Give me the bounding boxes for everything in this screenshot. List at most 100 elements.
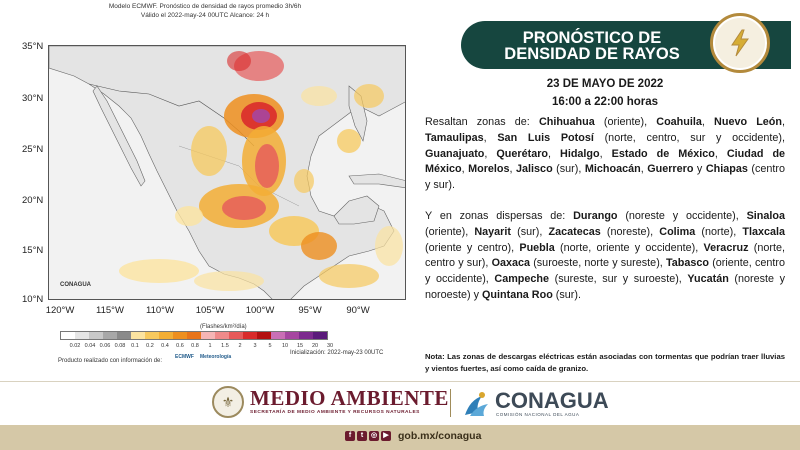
para1-state: Coahuila xyxy=(656,116,702,128)
meteorologia-logo: Meteorología xyxy=(200,354,232,360)
lon-label-115: 115°W xyxy=(96,305,124,316)
legend-swatch xyxy=(299,332,313,339)
legend-swatch xyxy=(271,332,285,339)
initialization-time: Inicialización: 2022-may-23 00UTC xyxy=(290,350,384,356)
lon-label-90: 90°W xyxy=(346,305,370,316)
header-title-line1: PRONÓSTICO DE xyxy=(522,29,662,47)
para1-text: , xyxy=(782,116,786,128)
legend-tick: 1 xyxy=(208,343,212,349)
para1-text: , xyxy=(548,147,561,160)
para2-text: (sureste, sur y suroeste), xyxy=(549,273,688,286)
ecmwf-logo: ECMWF xyxy=(175,354,194,360)
paragraph-dispersed-zones: Y en zonas dispersas de: Durango (norest… xyxy=(425,209,785,304)
legend-tick: 10 xyxy=(281,343,289,349)
para2-text: (oriente y centro), xyxy=(425,241,520,254)
lightning-badge xyxy=(710,13,770,73)
para2-state: Puebla xyxy=(519,241,555,254)
youtube-icon[interactable]: ▶ xyxy=(381,431,391,441)
para2-state: Sinaloa xyxy=(746,210,785,222)
map-watermark: CONAGUA xyxy=(60,282,91,288)
facebook-icon[interactable]: f xyxy=(345,431,355,441)
para2-text: (norte, oriente y occidente), xyxy=(554,241,704,254)
lat-label-20: 20°N xyxy=(22,195,44,206)
para1-text: Resaltan zonas de: xyxy=(425,116,539,128)
legend-tick: 30 xyxy=(326,343,334,349)
para2-state: Yucatán xyxy=(687,273,729,286)
medio-ambiente-title: MEDIO AMBIENTE xyxy=(250,386,449,410)
para1-state: Chiapas xyxy=(705,163,748,176)
conagua-subtitle: COMISIÓN NACIONAL DEL AGUA xyxy=(496,412,580,417)
para2-text: (noreste y occidente), xyxy=(617,210,747,222)
gob-link[interactable]: gob.mx/conagua xyxy=(398,430,482,442)
conagua-title: CONAGUA xyxy=(495,388,609,413)
para1-text: y xyxy=(693,163,706,176)
footer-band xyxy=(0,381,800,425)
lat-label-30: 30°N xyxy=(22,93,44,104)
para1-text: , xyxy=(640,163,648,176)
legend-swatch xyxy=(313,332,327,339)
legend-tick: 3 xyxy=(253,343,257,349)
para2-state: Veracruz xyxy=(703,241,749,254)
para2-text: (oriente, centro y occidente), xyxy=(425,257,785,286)
para1-state: Estado de México xyxy=(611,147,715,160)
map-panel: Modelo ECMWF. Pronóstico de densidad de … xyxy=(0,0,410,370)
para1-state: San Luis Potosí xyxy=(497,131,594,144)
legend-swatch xyxy=(243,332,257,339)
legend-swatch xyxy=(285,332,299,339)
legend-tick: 20 xyxy=(311,343,319,349)
para1-state: Michoacán xyxy=(584,163,641,176)
para1-state: Morelos xyxy=(468,163,510,176)
para1-state: Nuevo León xyxy=(714,116,783,128)
forecast-date: 23 DE MAYO DE 2022 xyxy=(546,78,664,90)
medio-ambiente-subtitle: SECRETARÍA DE MEDIO AMBIENTE Y RECURSOS … xyxy=(250,410,420,415)
para2-state: Colima xyxy=(659,225,696,238)
legend-tick: 0.6 xyxy=(176,343,184,349)
footer-bottom-bar xyxy=(0,425,800,450)
para1-text: , xyxy=(509,163,517,176)
legend-caption: (Flashes/km²/día) xyxy=(200,324,247,330)
lat-label-35: 35°N xyxy=(22,41,44,52)
legend-swatch xyxy=(61,332,75,339)
instagram-icon[interactable]: ◎ xyxy=(369,431,379,441)
legend-tick: 1.5 xyxy=(221,343,229,349)
para2-text: (suroeste, norte y sureste), xyxy=(530,257,666,270)
para1-text: , xyxy=(483,131,498,144)
para1-text: , xyxy=(714,147,727,160)
para1-state: Guerrero xyxy=(647,163,694,176)
legend-swatch xyxy=(229,332,243,339)
legend-tick: 0.4 xyxy=(161,343,169,349)
legend-tick: 0.8 xyxy=(191,343,199,349)
lon-label-110: 110°W xyxy=(146,305,174,316)
para1-text: , xyxy=(599,147,612,160)
legend-tick: 0.04 xyxy=(84,343,96,349)
legend-color-bar xyxy=(60,331,328,340)
legend-swatch xyxy=(75,332,89,339)
header-title-line2: DENSIDAD DE RAYOS xyxy=(504,45,680,63)
para2-state: Oaxaca xyxy=(491,257,530,270)
para1-text: (oriente), xyxy=(594,116,657,128)
para1-state: Ciudad de México xyxy=(425,147,786,176)
para1-state: Guanajuato xyxy=(425,147,485,160)
legend-ticks: 0.02 0.04 0.06 0.08 0.1 0.2 0.4 0.6 0.8 1 1.5 2 3 5 10… xyxy=(60,343,410,351)
para1-state: Jalisco xyxy=(516,163,553,176)
lon-label-100: 100°W xyxy=(245,305,275,316)
para1-state: Tamaulipas xyxy=(425,131,484,144)
twitter-icon[interactable]: t xyxy=(357,431,367,441)
legend-tick: 0.06 xyxy=(99,343,111,349)
forecast-time: 16:00 a 22:00 horas xyxy=(551,96,659,108)
para2-state: Quintana Roo xyxy=(482,288,553,301)
para1-text: (centro y sur). xyxy=(425,163,785,192)
legend-tick: 0.02 xyxy=(69,343,81,349)
lat-label-25: 25°N xyxy=(22,144,44,155)
legend-swatch xyxy=(117,332,131,339)
producto-credit: Producto realizado con información de: xyxy=(58,358,163,364)
social-links: f t ◎ ▶ xyxy=(345,431,391,441)
para1-text: , xyxy=(701,116,715,128)
legend-swatch xyxy=(257,332,271,339)
lat-label-10: 10°N xyxy=(22,294,44,305)
lat-label-15: 15°N xyxy=(22,245,44,256)
para1-text: , xyxy=(484,147,497,160)
lon-label-120: 120°W xyxy=(45,305,75,316)
legend-swatch xyxy=(145,332,159,339)
legend-swatch xyxy=(187,332,201,339)
